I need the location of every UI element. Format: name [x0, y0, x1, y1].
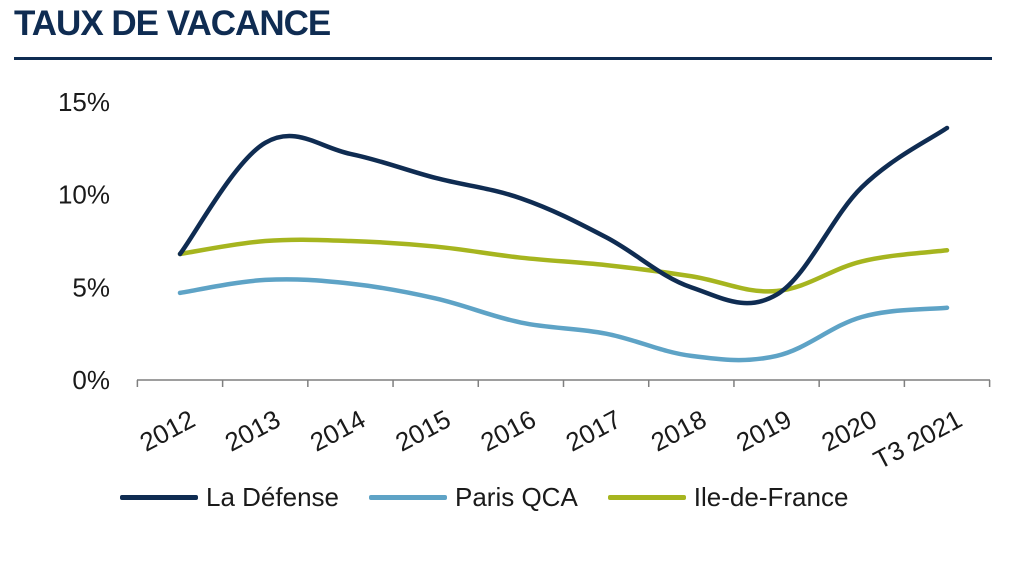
- y-tick-label: 5%: [72, 272, 110, 302]
- series-line-la-d-fense: [177, 125, 950, 306]
- series-line-ile-de-france: [177, 237, 950, 294]
- x-axis: [136, 379, 991, 387]
- x-tick-label: 2013: [220, 404, 285, 458]
- x-tick-label: 2012: [135, 404, 200, 458]
- y-tick-label: 15%: [58, 87, 110, 117]
- x-tick-label: 2019: [731, 404, 796, 458]
- x-tick-label: T3 2021: [869, 404, 967, 475]
- x-tick-label: 2015: [390, 404, 455, 458]
- legend-item: Ile-de-France: [607, 482, 849, 513]
- legend-swatch: [607, 495, 686, 500]
- x-tick-label: 2014: [305, 404, 370, 458]
- y-axis-ticks: 0% 5% 10% 15%: [58, 87, 110, 395]
- x-tick-label: 2018: [646, 404, 711, 458]
- title-divider: [14, 57, 992, 60]
- series-line-paris-qca: [177, 277, 950, 363]
- legend-swatch: [368, 495, 447, 500]
- series-lines: [177, 125, 950, 363]
- legend-item: Paris QCA: [368, 482, 578, 513]
- legend-label: Paris QCA: [454, 482, 578, 512]
- legend-label: Ile-de-France: [693, 482, 849, 512]
- x-tick-label: 2017: [561, 404, 626, 458]
- chart-title: TAUX DE VACANCE: [14, 4, 331, 43]
- x-tick-label: 2016: [476, 404, 541, 458]
- y-tick-label: 0%: [72, 365, 110, 395]
- legend-label: La Défense: [206, 482, 339, 512]
- y-tick-label: 10%: [58, 180, 110, 210]
- legend-swatch: [120, 495, 198, 500]
- legend: La Défense Paris QCA Ile-de-France: [120, 482, 878, 513]
- legend-item: La Défense: [120, 482, 339, 513]
